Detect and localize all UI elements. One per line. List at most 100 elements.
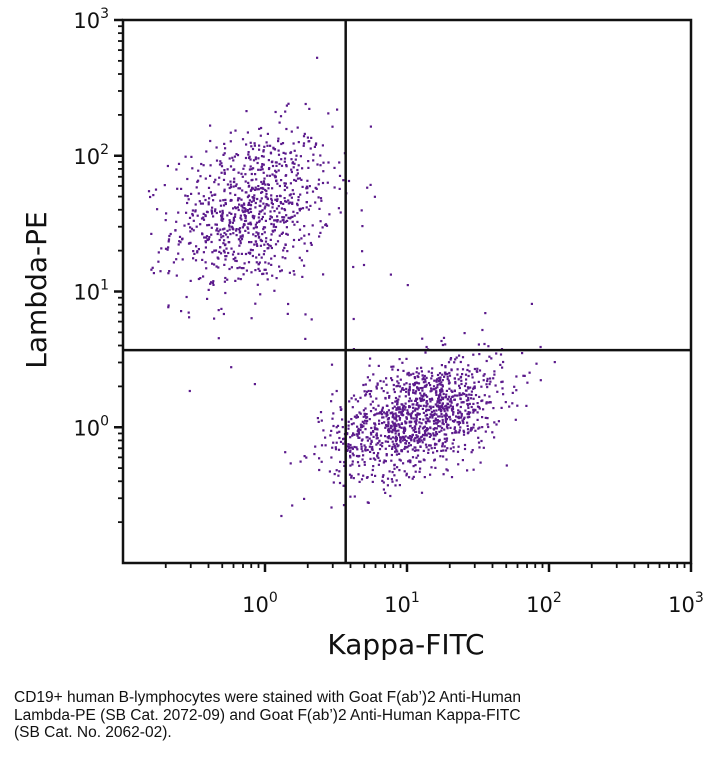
data-point	[342, 437, 345, 440]
x-axis-title: Kappa-FITC	[327, 628, 484, 661]
data-point	[428, 398, 431, 401]
data-point	[160, 247, 163, 250]
data-point	[287, 216, 290, 219]
data-point	[402, 438, 405, 441]
data-point	[362, 409, 365, 412]
data-point	[376, 382, 379, 385]
data-point	[228, 228, 231, 231]
data-point	[334, 448, 338, 451]
data-point	[398, 358, 401, 361]
data-point	[224, 255, 227, 258]
data-point	[408, 397, 411, 400]
data-point	[276, 220, 279, 223]
data-point	[241, 189, 244, 192]
caption-line: CD19+ human B-lymphocytes were stained w…	[14, 689, 521, 706]
data-point	[280, 514, 283, 518]
data-point	[219, 228, 222, 231]
data-point	[411, 410, 415, 413]
data-point	[278, 162, 281, 166]
data-point	[399, 411, 402, 414]
data-point	[482, 374, 485, 377]
data-point	[224, 291, 227, 295]
data-point	[229, 186, 233, 189]
data-point	[462, 433, 466, 436]
data-point	[386, 391, 389, 394]
data-point	[285, 232, 288, 235]
data-point	[301, 207, 305, 210]
data-point	[477, 380, 480, 383]
data-point	[469, 429, 472, 432]
data-point	[393, 425, 396, 428]
data-point	[254, 235, 257, 238]
data-point	[257, 157, 260, 160]
data-point	[445, 437, 449, 440]
data-point	[259, 168, 262, 171]
data-point	[213, 263, 216, 266]
data-point	[322, 170, 325, 173]
data-point	[387, 429, 390, 432]
data-point	[167, 272, 170, 275]
data-point	[436, 400, 439, 403]
data-point	[454, 419, 457, 422]
data-point	[358, 464, 361, 467]
data-point	[357, 431, 360, 434]
data-point	[238, 244, 241, 247]
data-point	[260, 180, 263, 184]
data-point	[369, 395, 372, 398]
data-point	[483, 394, 486, 397]
data-point	[273, 289, 276, 292]
data-point	[166, 164, 169, 168]
data-point	[523, 374, 526, 377]
data-point	[296, 172, 299, 175]
data-point	[249, 210, 253, 214]
data-point	[419, 399, 422, 403]
data-point	[280, 232, 283, 235]
data-point	[388, 395, 391, 398]
data-point	[200, 217, 204, 220]
data-point	[418, 421, 421, 424]
data-point	[260, 218, 263, 221]
data-point	[213, 317, 216, 320]
data-point	[186, 195, 189, 198]
data-point	[397, 408, 400, 411]
data-point	[219, 199, 222, 202]
data-point	[253, 215, 256, 218]
data-point	[217, 183, 220, 186]
data-point	[253, 243, 256, 246]
data-point	[271, 164, 275, 168]
data-point	[266, 132, 269, 135]
data-point	[453, 377, 456, 380]
data-point	[210, 194, 214, 197]
data-point	[335, 441, 338, 444]
data-point	[438, 408, 441, 411]
data-point	[467, 374, 470, 378]
data-point	[273, 148, 276, 151]
data-point	[352, 317, 355, 321]
data-point	[191, 167, 194, 170]
data-point	[419, 436, 422, 439]
data-point	[189, 226, 192, 229]
data-point	[467, 364, 470, 367]
data-point	[417, 449, 420, 452]
data-point	[233, 155, 236, 158]
data-point	[255, 226, 258, 229]
data-point	[407, 371, 410, 374]
data-point	[384, 426, 387, 429]
data-point	[459, 360, 462, 364]
data-point	[467, 406, 470, 409]
data-point	[261, 182, 264, 185]
data-point	[262, 163, 265, 166]
data-point	[342, 179, 345, 182]
data-point	[453, 398, 456, 401]
data-point	[427, 408, 430, 412]
data-point	[460, 382, 463, 386]
data-point	[187, 222, 190, 226]
data-point	[477, 343, 480, 346]
data-point	[439, 425, 442, 428]
data-point	[275, 207, 279, 210]
data-point	[413, 438, 416, 441]
data-point	[255, 243, 258, 246]
data-point	[427, 432, 430, 435]
data-point	[213, 181, 216, 184]
data-point	[245, 110, 248, 113]
